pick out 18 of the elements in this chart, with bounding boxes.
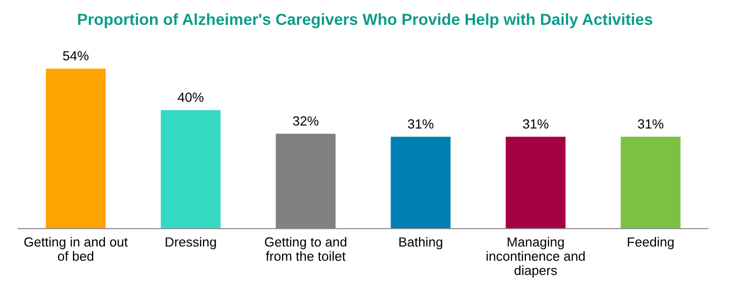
bar xyxy=(620,136,681,229)
data-label: 54% xyxy=(63,51,88,60)
data-label: 31% xyxy=(408,119,434,129)
x-tick-label: Managing incontinence and diapers xyxy=(486,236,585,278)
bar xyxy=(506,136,566,229)
data-label: 31% xyxy=(522,119,548,129)
x-tick-label: Getting to and from the toilet xyxy=(264,236,346,261)
data-label: 32% xyxy=(292,116,318,126)
data-label: 40% xyxy=(178,92,204,102)
x-tick-label: Bathing xyxy=(399,236,442,250)
x-tick-label: Getting in and out of bed xyxy=(24,236,128,261)
x-tick-label: Dressing xyxy=(166,236,216,250)
bar xyxy=(160,110,221,229)
data-label: 31% xyxy=(638,119,664,129)
bar xyxy=(390,136,451,229)
x-tick-label: Feeding xyxy=(628,236,674,250)
chart-title: Proportion of Alzheimer's Caregivers Who Provide Help with Daily Activities xyxy=(78,13,652,28)
bar xyxy=(46,68,106,229)
